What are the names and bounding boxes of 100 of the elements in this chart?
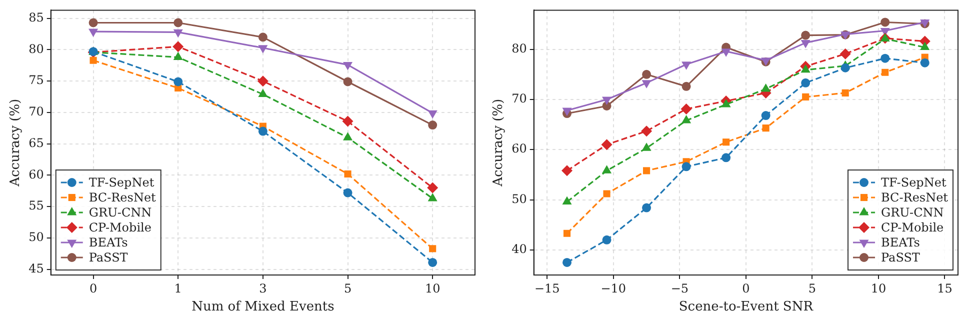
point bbox=[802, 93, 810, 100]
point bbox=[258, 126, 268, 136]
point bbox=[920, 58, 930, 68]
y-tick-label: 50 bbox=[512, 192, 527, 206]
legend-label: PaSST bbox=[881, 250, 920, 265]
y-tick-label: 60 bbox=[512, 142, 527, 156]
point bbox=[428, 258, 438, 267]
point bbox=[428, 192, 438, 202]
legend-label: CP-Mobile bbox=[881, 220, 944, 235]
x-axis-title: Scene-to-Event SNR bbox=[678, 300, 814, 315]
y-tick-label: 50 bbox=[28, 230, 44, 244]
y-axis-title: Accuracy (%) bbox=[491, 98, 506, 188]
point bbox=[842, 89, 849, 96]
point bbox=[682, 115, 692, 124]
point bbox=[880, 54, 890, 63]
point bbox=[801, 78, 810, 88]
point bbox=[562, 196, 572, 205]
point bbox=[342, 116, 354, 127]
point bbox=[344, 170, 352, 178]
y-tick-label: 65 bbox=[28, 136, 44, 150]
point bbox=[602, 96, 612, 105]
point bbox=[88, 18, 98, 28]
x-tick-label: 3 bbox=[259, 281, 267, 296]
y-tick-label: 75 bbox=[28, 73, 44, 88]
point bbox=[429, 245, 436, 252]
point bbox=[642, 70, 652, 79]
point bbox=[343, 132, 353, 140]
point bbox=[721, 98, 731, 108]
point bbox=[562, 165, 573, 176]
x-tick-label: 0 bbox=[742, 281, 750, 296]
point bbox=[258, 45, 268, 54]
x-tick-label: −10 bbox=[600, 281, 626, 296]
y-tick-label: 80 bbox=[512, 41, 527, 56]
y-axis-title: Accuracy (%) bbox=[8, 98, 24, 188]
x-tick-label: 0 bbox=[89, 281, 98, 296]
x-tick-label: 5 bbox=[344, 281, 352, 296]
point bbox=[682, 82, 691, 91]
point bbox=[172, 41, 184, 52]
legend-label: TF-SepNet bbox=[881, 176, 946, 190]
y-tick-label: 70 bbox=[28, 104, 44, 119]
point bbox=[721, 48, 731, 57]
y-tick-label: 70 bbox=[512, 92, 527, 106]
x-tick-label: 1 bbox=[174, 281, 182, 296]
point bbox=[761, 111, 770, 120]
x-tick-label: 10 bbox=[870, 281, 886, 296]
point bbox=[173, 29, 183, 38]
point bbox=[343, 62, 353, 70]
point bbox=[602, 165, 612, 174]
y-tick-label: 45 bbox=[28, 261, 44, 276]
point bbox=[602, 235, 612, 244]
point bbox=[722, 138, 730, 146]
x-axis-title: Num of Mixed Events bbox=[192, 300, 334, 315]
point bbox=[882, 68, 889, 76]
legend-label: CP-Mobile bbox=[88, 220, 152, 235]
y-tick-label: 40 bbox=[512, 242, 527, 256]
x-tick-label: 10 bbox=[424, 281, 440, 296]
point bbox=[90, 56, 97, 64]
legend-label: GRU-CNN bbox=[881, 206, 944, 220]
point bbox=[258, 32, 268, 42]
point bbox=[174, 18, 183, 28]
legend-label: TF-SepNet bbox=[88, 176, 154, 190]
legend-label: GRU-CNN bbox=[88, 206, 152, 220]
point bbox=[562, 258, 572, 267]
point bbox=[601, 139, 612, 150]
legend-label: BC-ResNet bbox=[88, 190, 156, 205]
point bbox=[920, 42, 930, 50]
x-tick-label: −15 bbox=[534, 281, 560, 296]
point bbox=[343, 77, 352, 86]
point bbox=[840, 48, 851, 60]
point bbox=[722, 153, 731, 162]
legend-label: PaSST bbox=[88, 250, 128, 265]
point bbox=[761, 83, 771, 92]
point bbox=[88, 28, 98, 38]
point bbox=[428, 110, 438, 119]
legend-label: BEATs bbox=[88, 236, 128, 250]
point bbox=[800, 64, 810, 73]
point bbox=[257, 76, 268, 87]
y-tick-label: 85 bbox=[28, 10, 44, 24]
point bbox=[642, 142, 652, 151]
point bbox=[680, 104, 692, 114]
point bbox=[603, 190, 610, 198]
point bbox=[642, 167, 650, 174]
point bbox=[174, 77, 183, 86]
point bbox=[840, 63, 850, 72]
x-tick-label: 15 bbox=[937, 281, 952, 296]
point bbox=[800, 40, 810, 48]
legend-label: BC-ResNet bbox=[881, 190, 948, 205]
y-tick-label: 80 bbox=[28, 42, 44, 56]
point bbox=[258, 88, 268, 98]
x-tick-label: −5 bbox=[670, 281, 689, 296]
point bbox=[682, 162, 691, 172]
point bbox=[642, 203, 652, 212]
point bbox=[427, 182, 438, 194]
point bbox=[641, 126, 652, 137]
y-tick-label: 55 bbox=[28, 198, 44, 213]
point bbox=[428, 120, 438, 130]
legend-label: BEATs bbox=[881, 236, 920, 250]
point bbox=[762, 124, 770, 132]
y-tick-label: 60 bbox=[28, 167, 44, 182]
x-tick-label: 5 bbox=[808, 281, 816, 296]
